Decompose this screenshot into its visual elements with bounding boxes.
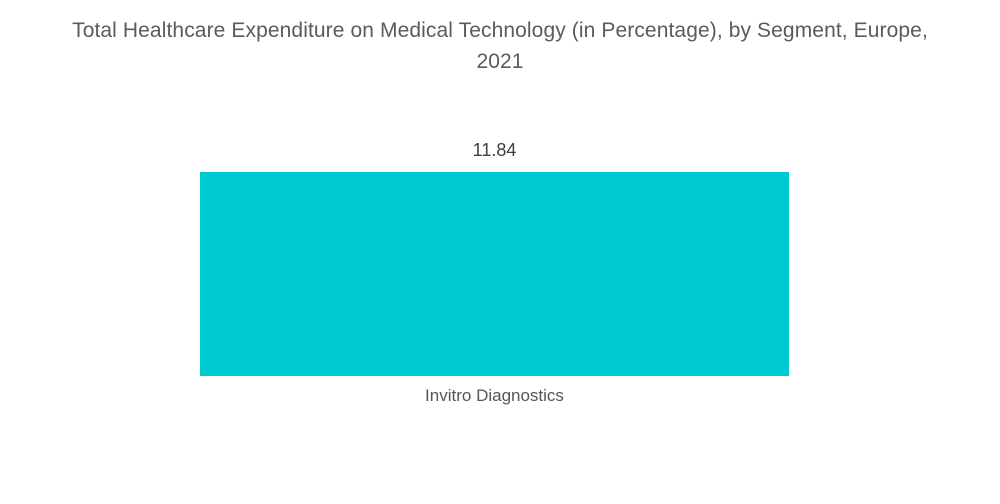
chart-title: Total Healthcare Expenditure on Medical … xyxy=(0,15,1000,77)
bar-invitro-diagnostics xyxy=(200,172,789,376)
bar-value-label: 11.84 xyxy=(472,140,517,160)
category-label-invitro-diagnostics: Invitro Diagnostics xyxy=(425,386,564,405)
chart-title-line2: 2021 xyxy=(476,50,524,73)
chart-title-line1: Total Healthcare Expenditure on Medical … xyxy=(72,19,928,42)
